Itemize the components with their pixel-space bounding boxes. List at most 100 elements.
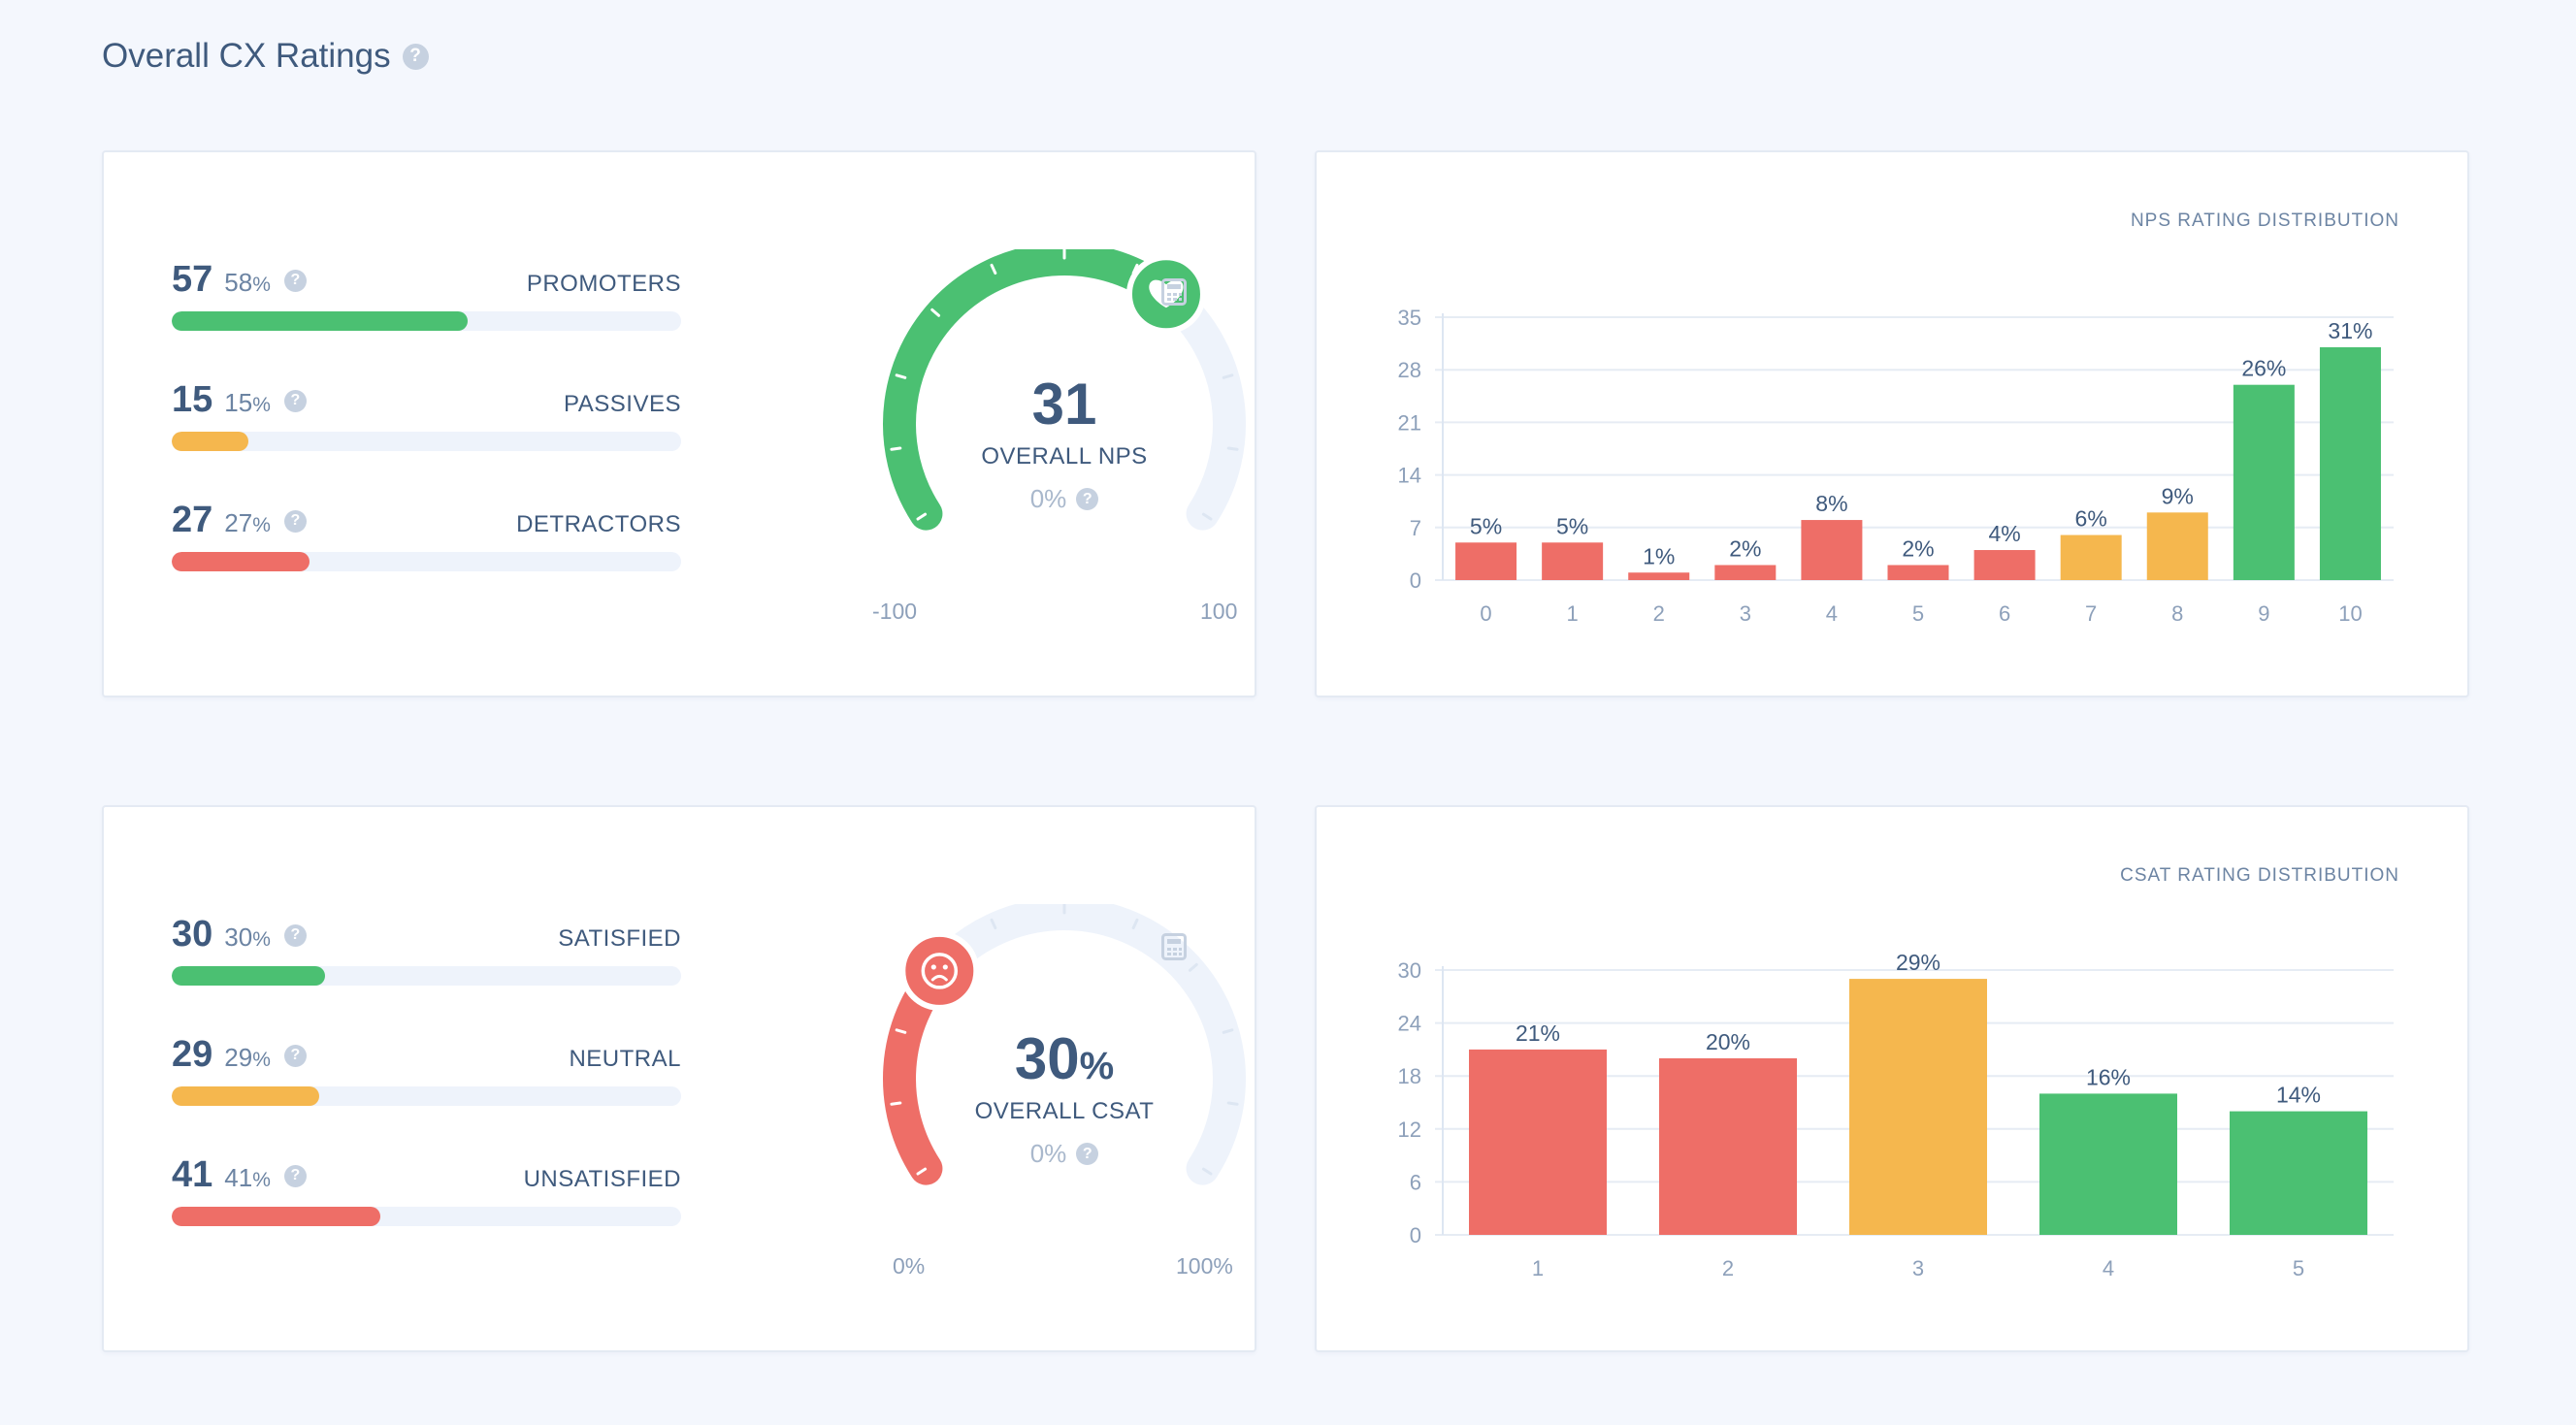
passives-percent: 15% — [224, 388, 271, 417]
bar[interactable] — [1973, 550, 2036, 580]
neutral-percent: 29% — [224, 1043, 271, 1072]
overall-nps-change: 0%? — [822, 484, 1307, 514]
satisfied-label: SATISFIED — [558, 925, 681, 952]
neutral-progress-bar — [172, 1086, 681, 1106]
data-label: 4% — [1988, 521, 2020, 546]
question-icon[interactable]: ? — [283, 509, 307, 533]
data-label: 5% — [1470, 513, 1502, 538]
nps-bar-chart: 0 7 14 21 28 35 5% 0 5% 1 1% 2 2% 3 8% 4 2% 5 4% 6 6% 7 9% 8 26%… — [1398, 306, 2394, 626]
sad-face-icon — [899, 930, 980, 1011]
data-label: 5% — [1556, 513, 1588, 538]
neutral-progress-fill — [172, 1086, 320, 1106]
x-tick-label: 5 — [1912, 601, 1924, 626]
gauge-tick — [990, 263, 997, 275]
bar[interactable] — [1469, 1049, 1607, 1235]
gauge-tick — [890, 1101, 902, 1106]
detractors-percent: 27% — [224, 508, 271, 537]
bar[interactable] — [2060, 534, 2122, 580]
promoters-progress-fill — [172, 311, 468, 331]
data-label: 8% — [1815, 491, 1847, 516]
data-label: 9% — [2162, 483, 2194, 508]
question-icon[interactable]: ? — [1076, 488, 1099, 510]
bar[interactable] — [2039, 1093, 2177, 1235]
page-title: Overall CX Ratings ? — [102, 37, 429, 76]
question-icon[interactable]: ? — [283, 269, 307, 292]
satisfied-row: 30 30% ? SATISFIED — [172, 914, 681, 986]
calculator-icon[interactable] — [1161, 933, 1187, 960]
nps-chart-title: NPS RATING DISTRIBUTION — [2130, 211, 2399, 231]
question-icon[interactable]: ? — [283, 923, 307, 947]
unsatisfied-progress-bar — [172, 1207, 681, 1226]
detractors-label: DETRACTORS — [516, 511, 681, 537]
satisfied-progress-bar — [172, 966, 681, 986]
question-icon[interactable]: ? — [283, 1164, 307, 1187]
overall-csat-label: OVERALL CSAT — [974, 1098, 1155, 1124]
gauge-tick — [1201, 1167, 1213, 1176]
y-tick-label: 18 — [1398, 1064, 1421, 1088]
overall-nps-label: OVERALL NPS — [981, 443, 1148, 470]
bar[interactable] — [2230, 1111, 2367, 1235]
bar[interactable] — [1542, 542, 1604, 580]
data-label: 31% — [2328, 318, 2372, 343]
bar[interactable] — [1849, 979, 1987, 1235]
question-icon[interactable]: ? — [283, 389, 307, 412]
promoters-row: 57 58% ? PROMOTERS — [172, 259, 681, 331]
page-title-text: Overall CX Ratings — [102, 37, 391, 75]
question-icon[interactable]: ? — [1076, 1143, 1099, 1165]
bar[interactable] — [1455, 542, 1517, 580]
y-tick-label: 0 — [1410, 1223, 1421, 1247]
bar[interactable] — [2146, 512, 2208, 580]
detractors-row: 27 27% ? DETRACTORS — [172, 500, 681, 571]
passives-label: PASSIVES — [564, 391, 681, 417]
data-label: 29% — [1896, 950, 1940, 975]
y-tick-label: 24 — [1398, 1012, 1421, 1036]
bar[interactable] — [1801, 520, 1863, 580]
csat-summary-card: 30 30% ? SATISFIED 29 29% ? NEUTRAL 41 4… — [102, 805, 1256, 1352]
passives-count: 15 — [172, 379, 213, 420]
detractors-progress-bar — [172, 552, 681, 571]
passives-progress-fill — [172, 432, 248, 451]
bar[interactable] — [2319, 346, 2381, 580]
bar[interactable] — [1628, 572, 1690, 580]
question-icon[interactable]: ? — [283, 1044, 307, 1067]
bar[interactable] — [1659, 1058, 1797, 1235]
promoters-label: PROMOTERS — [526, 271, 681, 297]
gauge-tick — [1226, 1101, 1239, 1106]
data-label: 16% — [2086, 1064, 2131, 1089]
data-label: 6% — [2075, 506, 2107, 532]
x-tick-label: 3 — [1740, 601, 1751, 626]
csat-distribution-card: CSAT RATING DISTRIBUTION 0 6 12 18 24 30 21% 1 2… — [1315, 805, 2469, 1352]
bar[interactable] — [2233, 384, 2295, 580]
x-tick-label: 2 — [1722, 1256, 1734, 1280]
data-label: 1% — [1643, 543, 1675, 568]
nps-gauge-min: -100 — [872, 599, 918, 624]
gauge-tick — [895, 1028, 907, 1034]
bar[interactable] — [1887, 565, 1949, 580]
data-label: 2% — [1729, 536, 1761, 562]
neutral-count: 29 — [172, 1034, 213, 1075]
unsatisfied-count: 41 — [172, 1154, 213, 1195]
y-tick-label: 30 — [1398, 958, 1421, 983]
nps-distribution-card: NPS RATING DISTRIBUTION 0 7 14 21 28 35 5% 0 5% 1… — [1315, 150, 2469, 697]
overall-nps-value: 31 — [1031, 372, 1097, 437]
gauge-tick — [1188, 962, 1198, 972]
gauge-tick — [890, 446, 902, 451]
gauge-tick — [916, 1167, 928, 1176]
heart-icon — [1125, 254, 1206, 335]
satisfied-progress-fill — [172, 966, 325, 986]
y-tick-label: 7 — [1410, 516, 1421, 540]
y-tick-label: 21 — [1398, 410, 1421, 435]
csat-chart-title: CSAT RATING DISTRIBUTION — [2120, 865, 2399, 886]
data-label: 14% — [2276, 1083, 2321, 1108]
promoters-progress-bar — [172, 311, 681, 331]
y-tick-label: 35 — [1398, 306, 1421, 330]
csat-gauge-min: 0% — [893, 1253, 926, 1279]
neutral-row: 29 29% ? NEUTRAL — [172, 1034, 681, 1106]
bar[interactable] — [1714, 565, 1777, 580]
calculator-icon[interactable] — [1161, 278, 1187, 306]
csat-gauge-max: 100% — [1176, 1253, 1233, 1279]
satisfied-count: 30 — [172, 914, 213, 955]
question-icon[interactable]: ? — [402, 43, 429, 70]
overall-csat-value: 30% — [1014, 1026, 1115, 1091]
gauge-tick — [1222, 1028, 1234, 1034]
